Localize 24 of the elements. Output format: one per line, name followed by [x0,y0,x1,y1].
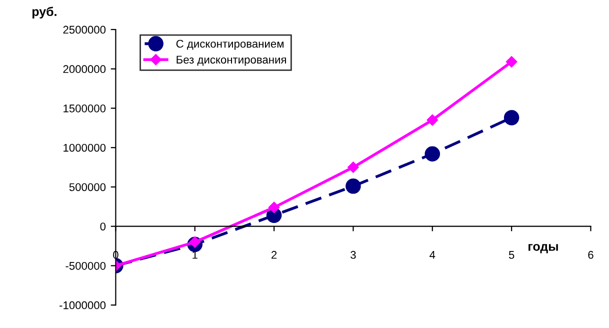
legend-label: Без дисконтирования [176,56,286,66]
point [348,162,359,173]
x-tick-label: 6 [588,250,594,259]
point [426,114,438,126]
point [424,146,440,162]
x-tick-label: 2 [272,250,277,259]
y-tick-label: -500000 [66,262,106,270]
point [506,56,518,68]
x-axis-title: годы [528,244,558,254]
y-tick-label: 1000000 [64,144,106,152]
y-tick-label: 0 [100,222,106,230]
point [268,202,280,214]
y-tick-label: 2500000 [63,26,106,34]
x-tick-label: 3 [350,250,356,259]
y-tick-label: 500000 [69,183,106,192]
point [346,178,361,194]
y-tick-label: -1000000 [60,301,106,310]
y-tick-label: 2000000 [63,65,106,74]
y-axis-title: руб. [32,6,56,18]
y-tick-label: 1500000 [64,104,106,112]
x-tick-label: 4 [430,251,436,259]
x-tick-label: 5 [508,251,514,259]
legend-label: С дисконтированием [176,40,284,50]
point [504,110,520,126]
